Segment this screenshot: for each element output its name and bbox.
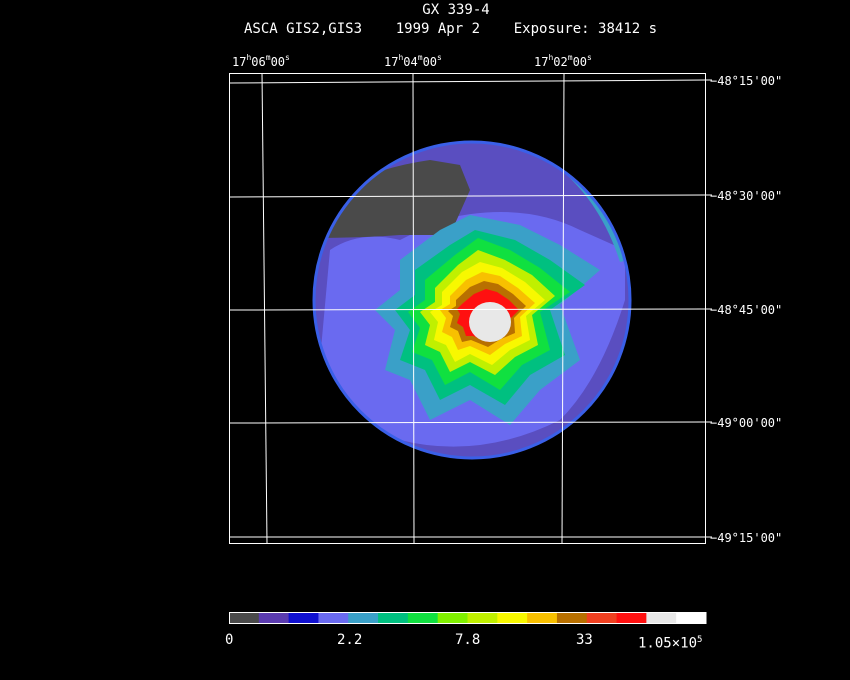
colorbar-segment — [527, 612, 558, 624]
plot-title: GX 339-4 — [422, 2, 490, 18]
dec-tick-label: −48°45'00" — [710, 303, 783, 317]
field-of-view-rim — [312, 140, 632, 460]
coordinate-frame — [228, 72, 712, 544]
ra-tick-label: 17h04m00s — [384, 53, 442, 69]
colorbar-segment — [378, 612, 409, 624]
dec-tick-label: −49°15'00" — [710, 531, 783, 545]
colorbar-segment — [437, 612, 468, 624]
colorbar — [229, 612, 707, 624]
colorbar-tick-label: 7.8 — [455, 632, 481, 648]
colorbar-max-label: 1.05×105 — [638, 635, 703, 652]
colorbar-segment — [318, 612, 349, 624]
colorbar-segment — [676, 612, 707, 624]
xray-intensity-map — [314, 142, 630, 458]
colorbar-segment — [616, 612, 647, 624]
colorbar-segment — [646, 612, 677, 624]
colorbar-segment — [497, 612, 528, 624]
colorbar-tick-label: 0 — [225, 632, 234, 648]
colorbar-segment — [556, 612, 588, 624]
plot-subtitle: ASCA GIS2,GIS3 1999 Apr 2 Exposure: 3841… — [244, 21, 657, 37]
dec-tick-label: −48°30'00" — [710, 189, 783, 203]
colorbar-segment — [348, 612, 379, 624]
colorbar-border — [229, 612, 706, 624]
exposure-label: Exposure: 38412 s — [513, 21, 658, 37]
colorbar-tick-label: 33 — [576, 632, 593, 648]
dec-tick-label: −48°15'00" — [710, 74, 783, 88]
colorbar-segment — [586, 612, 618, 624]
colorbar-segment — [288, 612, 319, 624]
colorbar-segment — [467, 612, 498, 624]
colorbar-segment — [229, 612, 260, 624]
instrument-label: ASCA GIS2,GIS3 — [244, 21, 363, 37]
colorbar-tick-label: 2.2 — [337, 632, 363, 648]
colorbar-segment — [407, 612, 439, 624]
dec-tick-label: −49°00'00" — [710, 416, 783, 430]
ra-tick-label: 17h02m00s — [534, 53, 592, 69]
observation-date: 1999 Apr 2 — [395, 21, 481, 37]
colorbar-segment — [258, 612, 290, 624]
ra-tick-label: 17h06m00s — [232, 53, 290, 69]
